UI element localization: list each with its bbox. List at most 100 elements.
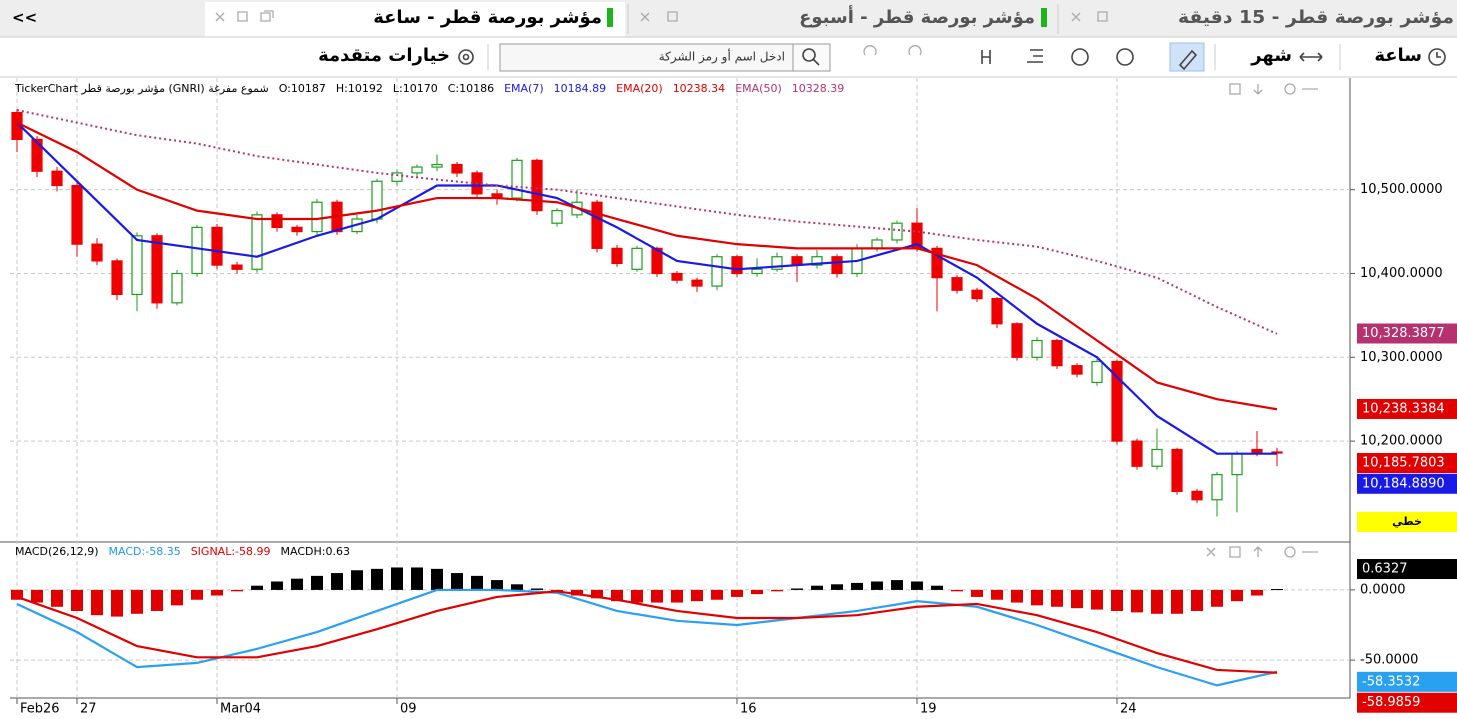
histogram-bar — [71, 589, 83, 611]
candle-body — [1071, 365, 1083, 375]
candle-body — [171, 272, 183, 304]
candle-body — [971, 289, 983, 300]
histogram-bar — [751, 589, 763, 595]
candle-body — [951, 277, 963, 291]
compare-button[interactable] — [981, 50, 991, 64]
candle-body — [871, 239, 883, 249]
candle-body — [811, 256, 823, 266]
candle-body — [391, 172, 403, 182]
search-input[interactable] — [499, 43, 794, 72]
search-icon — [802, 48, 816, 62]
price-tag — [1357, 671, 1457, 692]
histogram-bar — [531, 588, 543, 590]
search-button[interactable] — [792, 43, 831, 72]
tab-label[interactable]: مؤشر بورصة قطر - 15 دقيقة — [1178, 7, 1454, 28]
gear-icon — [458, 49, 474, 65]
alert-button[interactable] — [1071, 48, 1089, 66]
price-tag — [1357, 559, 1457, 580]
legend-text: MACD(26,12,9) — [15, 545, 99, 558]
histogram-bar — [871, 581, 883, 590]
price-tag-label: 10,238.3384 — [1362, 401, 1445, 416]
histogram-bar — [411, 567, 423, 590]
panel-controls — [1206, 83, 1318, 558]
candle-body — [1031, 339, 1043, 358]
candle-body — [1131, 440, 1143, 467]
candle-body — [651, 247, 663, 275]
y-tick-label: 10,400.0000 — [1360, 266, 1443, 281]
candle-body — [691, 279, 703, 287]
histogram-bar — [171, 589, 183, 606]
candle-body — [451, 163, 463, 174]
chart-style-button[interactable] — [1357, 512, 1457, 532]
candle-body — [1171, 448, 1183, 492]
indicator-line — [16, 121, 1278, 411]
histogram-bar — [351, 570, 363, 590]
collapse-button[interactable]: << — [12, 9, 37, 27]
legend-text: 10328.39 — [792, 82, 845, 95]
chart-style-label[interactable]: خطي — [1392, 515, 1422, 528]
candle-body — [211, 226, 223, 266]
period-button[interactable]: شهر — [1250, 45, 1292, 66]
y-tick-label: 10,500.0000 — [1360, 182, 1443, 197]
price-tag — [1357, 323, 1457, 344]
histogram-bar — [691, 589, 703, 602]
candle-body — [371, 180, 383, 220]
histogram-bar — [651, 589, 663, 603]
indicator-button[interactable] — [1116, 48, 1134, 66]
candle-body — [731, 256, 743, 275]
candle-body — [71, 184, 83, 245]
histogram-bar — [251, 585, 263, 590]
tab-label[interactable]: مؤشر بورصة قطر - أسبوع — [799, 5, 1035, 28]
price-tag-label: 10,185.7803 — [1362, 456, 1445, 471]
histogram-bar — [291, 578, 303, 590]
histogram-bar — [791, 588, 803, 590]
legend-text: EMA(7) — [504, 82, 544, 95]
undo-redo[interactable] — [863, 45, 922, 56]
y-tick-label: 10,300.0000 — [1360, 350, 1443, 365]
legend-text: H:10192 — [336, 82, 383, 95]
candle-body — [251, 214, 263, 270]
histogram-bar — [271, 581, 283, 590]
candle-body — [631, 247, 643, 270]
histogram-bar — [911, 581, 923, 590]
candle-body — [191, 226, 203, 275]
histogram-bar — [1251, 589, 1263, 596]
candle-body — [991, 298, 1003, 325]
histogram-bar — [31, 589, 43, 603]
histogram-bar — [211, 589, 223, 596]
y-tick-label: 0.0000 — [1360, 582, 1406, 597]
candle-body — [51, 170, 63, 187]
histogram-bar — [1191, 589, 1203, 611]
trades-button[interactable] — [1027, 49, 1043, 63]
pen-icon — [1178, 49, 1198, 71]
histogram-bar — [451, 573, 463, 590]
histogram-bar — [611, 589, 623, 602]
histogram-bar — [1071, 589, 1083, 609]
candle-body — [291, 226, 303, 233]
histogram-bar — [1131, 589, 1143, 613]
candle-body — [1011, 323, 1023, 358]
price-tag — [1357, 692, 1457, 713]
histogram-bar — [971, 589, 983, 597]
tab-label[interactable]: مؤشر بورصة قطر - ساعة — [373, 7, 602, 28]
legend-text: EMA(50) — [735, 82, 782, 95]
histogram-bar — [1111, 589, 1123, 611]
active-tab[interactable] — [205, 2, 625, 37]
legend-text: SIGNAL:-58.99 — [191, 545, 271, 558]
candle-body — [151, 235, 163, 304]
histogram-bar — [811, 585, 823, 590]
legend-text: 10238.34 — [673, 82, 726, 95]
indicator-line — [16, 590, 1278, 674]
histogram-bar — [231, 589, 243, 592]
candle-body — [671, 272, 683, 281]
legend-text: L:10170 — [393, 82, 438, 95]
period-icon — [1299, 52, 1323, 62]
interval-button[interactable]: ساعة — [1374, 45, 1422, 66]
advanced-options[interactable]: خيارات متقدمة — [318, 45, 450, 66]
histogram-bar — [111, 589, 123, 617]
price-tag-label: 10,328.3877 — [1362, 326, 1445, 341]
histogram-bar — [711, 589, 723, 600]
histogram-bar — [11, 589, 23, 600]
histogram-bar — [1151, 589, 1163, 614]
candle-body — [1211, 474, 1223, 501]
